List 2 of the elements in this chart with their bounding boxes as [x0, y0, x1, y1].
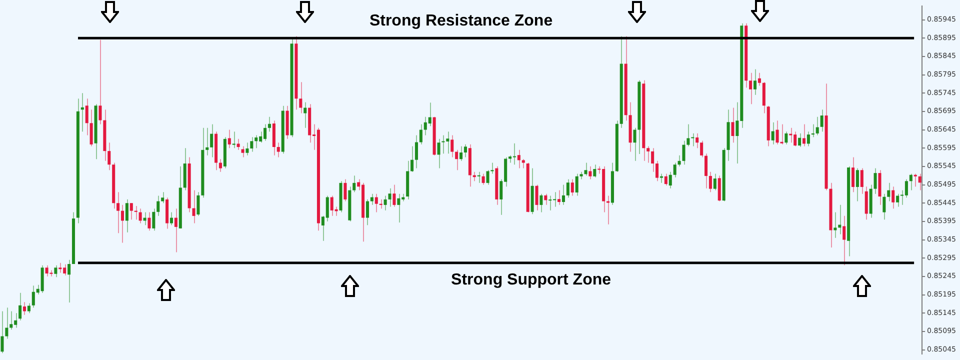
ref-line-label: Strong Support Zone: [451, 271, 612, 288]
ref-line-label: Strong Resistance Zone: [369, 12, 553, 30]
